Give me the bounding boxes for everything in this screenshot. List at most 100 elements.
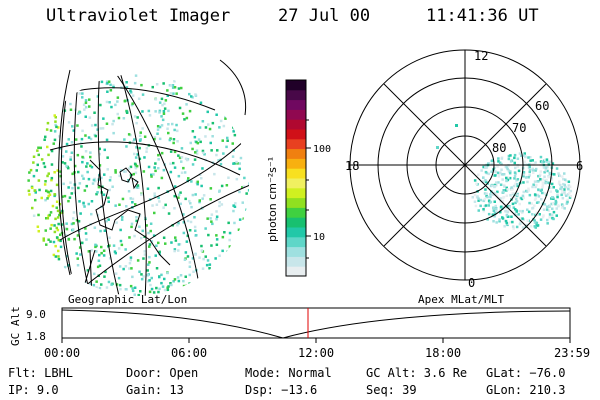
emission-pixel [86,170,89,174]
emission-pixel [49,227,52,230]
emission-pixel [158,125,162,129]
strip-ytick-1-8: 1.8 [26,330,46,343]
emission-pixel [150,175,153,178]
emission-pixel [160,273,163,277]
emission-pixel [85,184,88,188]
emission-pixel [190,205,193,209]
emission-pixel [551,162,555,165]
emission-pixel [173,86,177,89]
emission-pixel [177,193,181,196]
emission-pixel [493,185,496,188]
colorbar-cell [286,138,306,150]
emission-pixel [53,130,57,133]
emission-pixel [129,256,133,259]
emission-pixel [482,176,485,179]
emission-pixel [499,171,502,174]
emission-pixel [503,225,506,228]
emission-pixel [532,183,535,186]
emission-pixel [219,162,223,166]
emission-pixel [171,122,174,126]
emission-pixel [163,288,167,292]
emission-pixel [208,267,211,270]
emission-pixel [156,132,159,135]
emission-pixel [132,172,135,176]
emission-pixel [520,154,523,157]
emission-pixel [228,231,232,235]
emission-pixel [540,198,543,201]
emission-pixel [546,166,549,169]
emission-pixel [39,146,42,150]
emission-pixel [524,155,527,158]
emission-pixel [522,196,525,200]
emission-pixel [499,183,503,186]
colorbar-unit-label: photon cm⁻²s⁻¹ [266,157,279,242]
emission-pixel [552,217,555,221]
emission-pixel [556,195,559,199]
emission-pixel [242,185,246,188]
emission-pixel [112,119,115,123]
emission-pixel [521,226,525,229]
emission-pixel [532,171,535,174]
emission-pixel [142,257,145,260]
polar-plot: 12 18 6 0 60 70 80 [345,49,583,290]
emission-pixel [517,213,520,216]
emission-pixel [555,189,558,192]
emission-pixel [137,293,140,296]
emission-pixel [139,290,142,293]
emission-pixel [57,257,61,261]
emission-pixel [501,199,504,203]
emission-pixel [541,178,545,181]
emission-pixel [71,125,74,128]
emission-pixel [155,267,159,270]
emission-pixel [484,188,487,191]
emission-pixel [232,204,235,207]
emission-pixel [539,170,542,173]
emission-pixel [139,131,142,134]
colorbar: 100 10 photon cm⁻²s⁻¹ [266,79,331,277]
emission-pixel [215,238,219,241]
emission-pixel [177,174,181,178]
emission-pixel [516,157,520,160]
emission-pixel [167,109,170,113]
emission-pixel [32,174,36,178]
emission-pixel [496,194,499,198]
emission-pixel [83,108,86,111]
emission-pixel [147,263,150,266]
emission-pixel [101,127,105,130]
strip-left-label: Geographic Lat/Lon [68,293,187,306]
strip-axis-title: GC Alt [9,306,22,346]
emission-pixel [93,111,96,114]
emission-pixel [186,219,190,223]
emission-pixel [527,187,530,190]
emission-pixel [548,204,551,207]
emission-pixel [54,217,57,221]
emission-pixel [138,270,141,273]
strip-xlabel-2359: 23:59 [554,346,590,360]
emission-pixel [475,182,478,185]
emission-pixel [67,199,70,203]
emission-pixel [122,267,125,271]
altitude-strip: Geographic Lat/Lon Apex MLat/MLT GC Alt … [9,293,590,360]
emission-pixel [511,225,515,228]
ip-info: IP: 9.0 [8,383,59,397]
emission-pixel [97,185,101,189]
emission-pixel [106,168,109,171]
emission-pixel [534,161,537,164]
emission-pixel [61,161,64,164]
emission-pixel [561,206,564,209]
emission-pixel [28,193,31,196]
emission-pixel [60,223,64,226]
emission-pixel [94,245,97,249]
emission-pixel [154,110,157,113]
emission-pixel [45,217,48,220]
strip-right-label: Apex MLat/MLT [418,293,504,306]
emission-pixel [131,102,134,105]
emission-pixel [84,134,87,137]
emission-pixel [492,206,495,210]
emission-pixel [527,176,530,179]
emission-pixel [162,112,166,115]
emission-pixel [107,280,111,284]
emission-pixel [149,283,152,287]
emission-pixel [59,245,63,249]
emission-pixel [505,166,509,169]
